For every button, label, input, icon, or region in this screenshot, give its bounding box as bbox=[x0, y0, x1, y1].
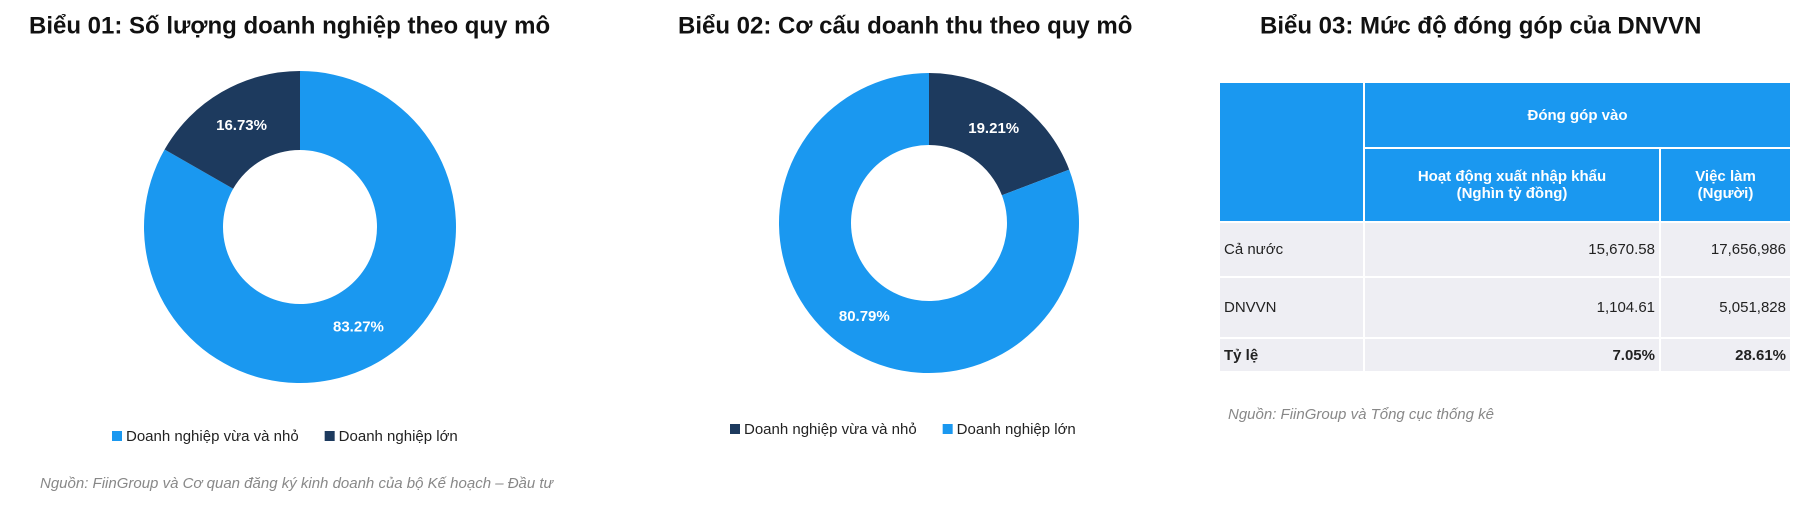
chart-title: Biểu 01: Số lượng doanh nghiệp theo quy … bbox=[29, 12, 550, 39]
cell-value: 17,656,986 bbox=[1659, 221, 1790, 277]
group-header: Đóng góp vào bbox=[1363, 83, 1790, 149]
cell-value: 1,104.61 bbox=[1363, 276, 1660, 338]
legend-label: Doanh nghiệp lớn bbox=[957, 421, 1076, 438]
table-row: Tỷ lệ 7.05% 28.61% bbox=[1220, 337, 1790, 371]
cell-value: 7.05% bbox=[1363, 337, 1660, 371]
column-header-line: Việc làm bbox=[1695, 168, 1756, 185]
slice-label: 80.79% bbox=[839, 308, 890, 325]
legend-label: Doanh nghiệp vừa và nhỏ bbox=[744, 421, 917, 438]
corner-cell bbox=[1220, 83, 1364, 222]
cell-value: 5,051,828 bbox=[1659, 276, 1790, 338]
legend-swatch bbox=[324, 431, 335, 441]
donut-slice bbox=[929, 73, 1070, 196]
cell-value: 28.61% bbox=[1659, 337, 1790, 371]
contribution-table: Đóng góp vào Hoạt động xuất nhập khẩu (Ng… bbox=[1220, 83, 1790, 371]
row-label: Cả nước bbox=[1220, 221, 1364, 277]
column-header: Việc làm (Người) bbox=[1659, 148, 1790, 222]
donut-slice bbox=[779, 73, 1079, 373]
column-header-line: (Nghìn tỷ đồng) bbox=[1456, 185, 1568, 202]
table-row: Cả nước 15,670.58 17,656,986 bbox=[1220, 221, 1790, 277]
chart-title: Biểu 02: Cơ cấu doanh thu theo quy mô bbox=[678, 12, 1132, 39]
table-row: DNVVN 1,104.61 5,051,828 bbox=[1220, 276, 1790, 338]
legend-swatch bbox=[942, 424, 953, 434]
donut-slice bbox=[144, 71, 456, 383]
legend-swatch bbox=[730, 424, 740, 434]
cell-value: 15,670.58 bbox=[1363, 221, 1660, 277]
source-note: Nguồn: FiinGroup và Tổng cục thống kê bbox=[1228, 406, 1494, 423]
column-header-line: Hoạt động xuất nhập khẩu bbox=[1417, 168, 1607, 185]
column-header: Hoạt động xuất nhập khẩu (Nghìn tỷ đồng) bbox=[1363, 148, 1660, 222]
slice-label: 16.73% bbox=[216, 117, 267, 134]
source-note: Nguồn: FiinGroup và Cơ quan đăng ký kinh… bbox=[40, 475, 555, 492]
legend-label: Doanh nghiệp lớn bbox=[339, 428, 458, 445]
legend-label: Doanh nghiệp vừa và nhỏ bbox=[126, 428, 299, 445]
slice-label: 19.21% bbox=[968, 120, 1019, 137]
slice-label: 83.27% bbox=[333, 319, 384, 336]
table-title: Biểu 03: Mức độ đóng góp của DNVVN bbox=[1260, 12, 1701, 39]
column-header-line: (Người) bbox=[1697, 185, 1754, 202]
legend-swatch bbox=[112, 431, 122, 441]
row-label: DNVVN bbox=[1220, 276, 1364, 338]
donut-slice bbox=[164, 71, 300, 189]
row-label: Tỷ lệ bbox=[1220, 337, 1364, 371]
